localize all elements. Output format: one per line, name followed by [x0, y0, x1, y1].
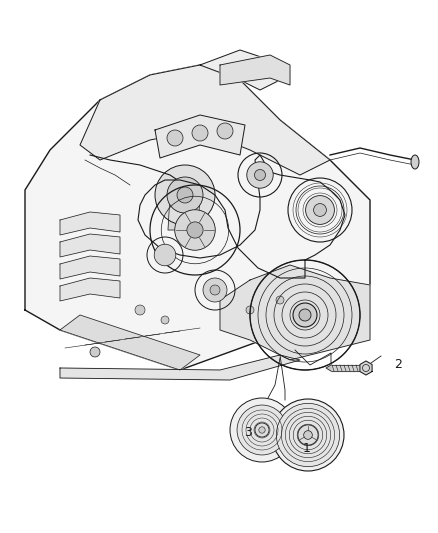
Circle shape	[246, 306, 254, 314]
Polygon shape	[220, 265, 370, 360]
Polygon shape	[168, 195, 200, 230]
Circle shape	[272, 399, 344, 471]
Polygon shape	[60, 256, 120, 279]
Polygon shape	[60, 278, 120, 301]
Polygon shape	[25, 65, 370, 370]
Circle shape	[154, 244, 176, 266]
Polygon shape	[155, 115, 245, 158]
Polygon shape	[220, 55, 290, 85]
Polygon shape	[80, 65, 330, 175]
Circle shape	[276, 403, 340, 467]
Circle shape	[255, 423, 269, 437]
Circle shape	[203, 278, 227, 302]
Polygon shape	[60, 212, 120, 235]
Circle shape	[254, 169, 265, 181]
Polygon shape	[360, 361, 372, 375]
Circle shape	[293, 303, 317, 327]
Polygon shape	[60, 355, 300, 380]
Circle shape	[306, 196, 334, 224]
Circle shape	[259, 427, 265, 433]
Polygon shape	[326, 365, 331, 371]
Circle shape	[298, 425, 318, 445]
Circle shape	[167, 177, 203, 213]
Text: 3: 3	[244, 425, 252, 439]
Circle shape	[230, 398, 294, 462]
Circle shape	[276, 296, 284, 304]
Circle shape	[187, 222, 203, 238]
Circle shape	[175, 210, 215, 251]
Circle shape	[167, 130, 183, 146]
Polygon shape	[60, 234, 120, 257]
Circle shape	[304, 431, 312, 439]
Circle shape	[90, 347, 100, 357]
Text: 1: 1	[303, 441, 311, 455]
Circle shape	[135, 305, 145, 315]
Circle shape	[237, 405, 287, 455]
Circle shape	[155, 165, 215, 225]
Polygon shape	[60, 315, 200, 370]
Text: 2: 2	[394, 359, 402, 372]
Polygon shape	[331, 365, 359, 371]
Circle shape	[247, 162, 273, 188]
Circle shape	[217, 123, 233, 139]
Ellipse shape	[411, 155, 419, 169]
Polygon shape	[200, 50, 280, 90]
Circle shape	[299, 309, 311, 321]
Circle shape	[177, 187, 193, 203]
Circle shape	[192, 125, 208, 141]
Circle shape	[161, 316, 169, 324]
Circle shape	[314, 204, 326, 216]
Circle shape	[210, 285, 220, 295]
